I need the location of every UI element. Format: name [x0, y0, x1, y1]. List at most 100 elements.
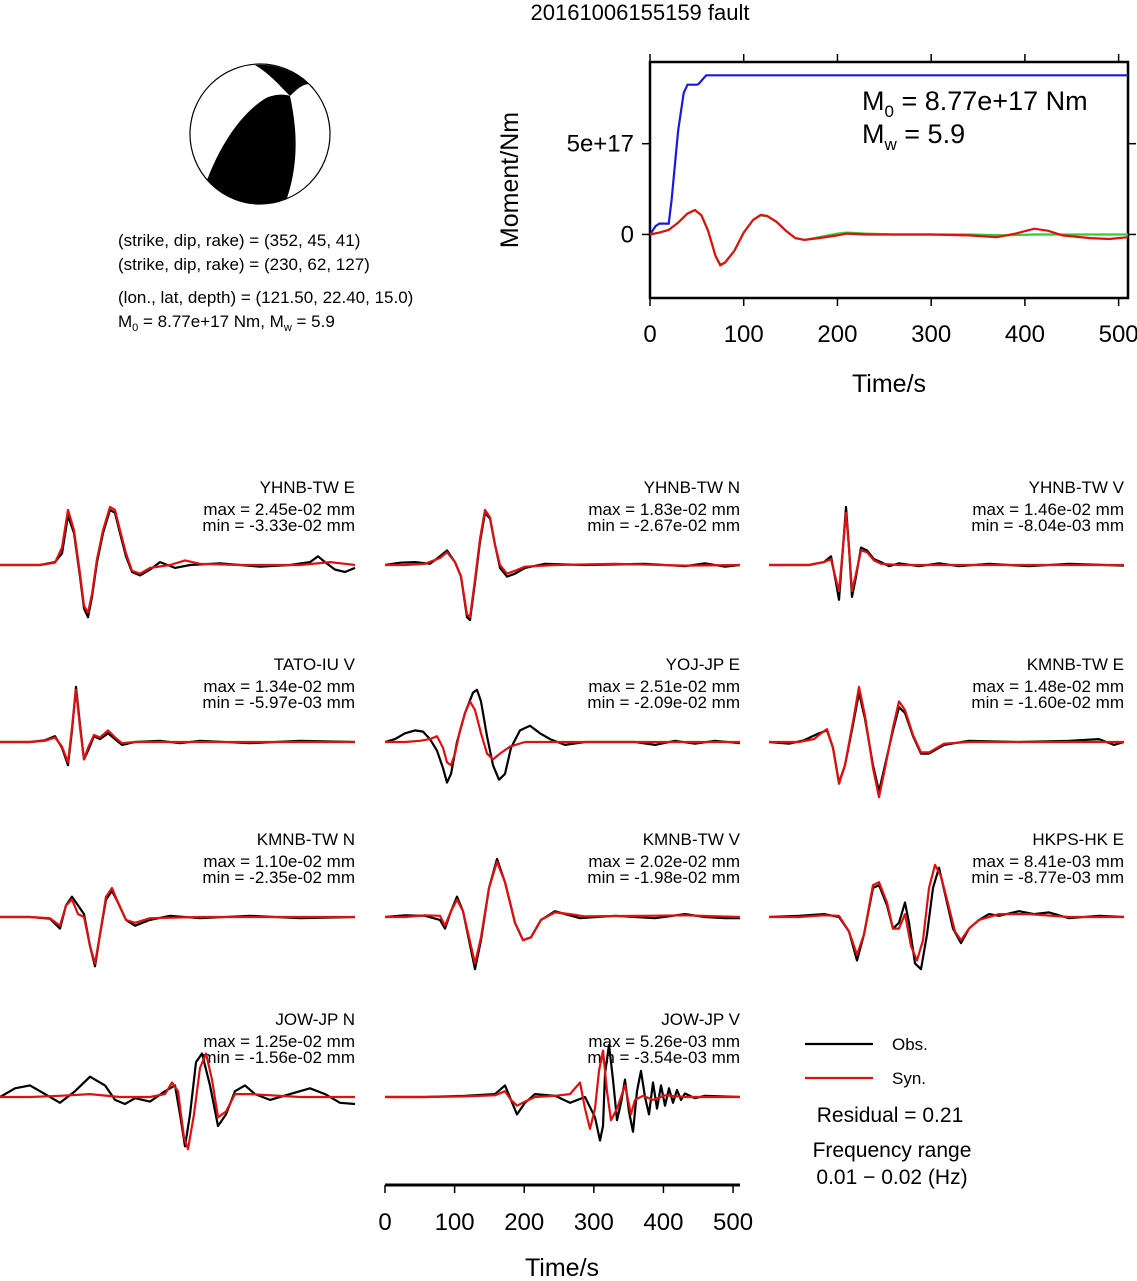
moment-series-line — [650, 208, 1128, 267]
station-max: max = 8.41e-03 mm — [972, 852, 1124, 871]
synthetic-trace — [0, 1052, 355, 1151]
waveform-legend: Obs. Syn. Residual = 0.21 Frequency rang… — [805, 1035, 971, 1189]
station-max: max = 1.10e-02 mm — [203, 852, 355, 871]
waveform-x-tick-label: 200 — [504, 1209, 544, 1236]
station-label: YOJ-JP E — [666, 655, 740, 674]
station-min: min = -2.35e-02 mm — [202, 868, 355, 887]
synthetic-trace — [769, 863, 1124, 962]
station-label: JOW-JP N — [275, 1010, 355, 1029]
station-max: max = 1.25e-02 mm — [203, 1032, 355, 1051]
mechanism-plane-2: (strike, dip, rake) = (230, 62, 127) — [118, 255, 370, 274]
figure-title: 20161006155159 fault — [531, 0, 750, 25]
station-max: max = 2.45e-02 mm — [203, 500, 355, 519]
moment-series-line — [650, 208, 1128, 266]
station-min: min = -3.54e-03 mm — [587, 1048, 740, 1067]
station-min: min = -1.56e-02 mm — [202, 1048, 355, 1067]
moment-x-tick-label: 500 — [1099, 321, 1137, 348]
moment-plot: 0 100 200 300 400 500 0 5e+17 Time/s Moment/Nm M0 … — [496, 54, 1137, 398]
mw-sub: w — [884, 135, 898, 154]
station-label: TATO-IU V — [274, 655, 356, 674]
synthetic-trace — [385, 1049, 740, 1131]
waveform-time-axis: 0 100 200 300 400 500 Time/s — [378, 1183, 753, 1281]
station-max: max = 2.51e-02 mm — [588, 677, 740, 696]
station-min: min = -3.33e-02 mm — [202, 516, 355, 535]
waveform-x-tick-label: 400 — [643, 1209, 683, 1236]
waveform-x-tick-label: 0 — [378, 1209, 391, 1236]
station-min: min = -1.60e-02 mm — [971, 693, 1124, 712]
station-max: max = 1.83e-02 mm — [588, 500, 740, 519]
beachball-compression-quadrant-b — [207, 94, 296, 204]
station-min: min = -5.97e-03 mm — [202, 693, 355, 712]
moment-x-tick-label: 100 — [724, 321, 764, 348]
synthetic-trace — [769, 511, 1124, 593]
m0-val: = 8.77e+17 Nm — [894, 86, 1088, 116]
synthetic-trace — [0, 688, 355, 764]
waveform-x-axis-label: Time/s — [525, 1254, 599, 1281]
moment-x-tick-label: 200 — [817, 321, 857, 348]
observed-trace — [0, 1052, 356, 1148]
legend-obs-label: Obs. — [892, 1035, 928, 1054]
station-label: JOW-JP V — [661, 1010, 740, 1029]
waveform-x-tick-label: 500 — [713, 1209, 753, 1236]
synthetic-trace — [0, 505, 356, 614]
station-label: HKPS-HK E — [1032, 830, 1124, 849]
waveform-x-tick-label: 100 — [435, 1209, 475, 1236]
station-min: min = -2.09e-02 mm — [587, 693, 740, 712]
station-min: min = -8.04e-03 mm — [971, 516, 1124, 535]
frequency-range-value: 0.01 − 0.02 (Hz) — [816, 1166, 967, 1189]
mechanism-plane-1: (strike, dip, rake) = (352, 45, 41) — [118, 231, 360, 250]
station-label: KMNB-TW E — [1027, 655, 1124, 674]
synthetic-trace — [385, 508, 741, 619]
mw-main: M — [862, 119, 885, 149]
station-label: YHNB-TW V — [1029, 478, 1125, 497]
moment-plot-frame — [648, 60, 1130, 300]
synthetic-trace — [769, 685, 1124, 799]
moment-y-tick-label: 5e+17 — [567, 131, 634, 158]
moment-x-axis-label: Time/s — [852, 370, 926, 398]
station-max: max = 1.48e-02 mm — [972, 677, 1124, 696]
moment-mw-annotation: Mw = 5.9 — [862, 119, 965, 154]
station-max: max = 5.26e-03 mm — [588, 1032, 740, 1051]
legend-syn-label: Syn. — [892, 1069, 926, 1088]
beachball-compression-quadrant-a — [255, 64, 315, 96]
station-max: max = 1.34e-02 mm — [203, 677, 355, 696]
observed-trace — [385, 1043, 741, 1142]
synthetic-trace — [385, 860, 741, 965]
residual-text: Residual = 0.21 — [817, 1104, 964, 1127]
synthetic-trace — [385, 700, 740, 767]
moment-m0-annotation: M0 = 8.77e+17 Nm — [862, 86, 1088, 121]
waveform-x-tick-label: 300 — [574, 1209, 614, 1236]
moment-y-tick-label: 0 — [621, 221, 634, 248]
moment-x-tick-label: 0 — [643, 321, 656, 348]
station-label: KMNB-TW N — [257, 830, 355, 849]
station-label: KMNB-TW V — [643, 830, 741, 849]
station-label: YHNB-TW E — [260, 478, 355, 497]
mw-val: = 5.9 — [897, 119, 965, 149]
m0-sub: 0 — [885, 102, 894, 121]
observed-trace — [768, 866, 1125, 971]
moment-y-axis-label: Moment/Nm — [496, 112, 524, 248]
station-label: YHNB-TW N — [644, 478, 740, 497]
frequency-range-title: Frequency range — [813, 1139, 972, 1162]
station-min: min = -1.98e-02 mm — [587, 868, 740, 887]
synthetic-trace — [0, 886, 355, 965]
observed-trace — [0, 889, 356, 968]
station-min: min = -2.67e-02 mm — [587, 516, 740, 535]
station-max: max = 1.46e-02 mm — [972, 500, 1124, 519]
mechanism-moment: M0 = 8.77e+17 Nm, Mw = 5.9 — [118, 312, 335, 334]
m0-main: M — [862, 86, 885, 116]
moment-x-tick-label: 400 — [1005, 321, 1045, 348]
moment-x-tick-label: 300 — [911, 321, 951, 348]
